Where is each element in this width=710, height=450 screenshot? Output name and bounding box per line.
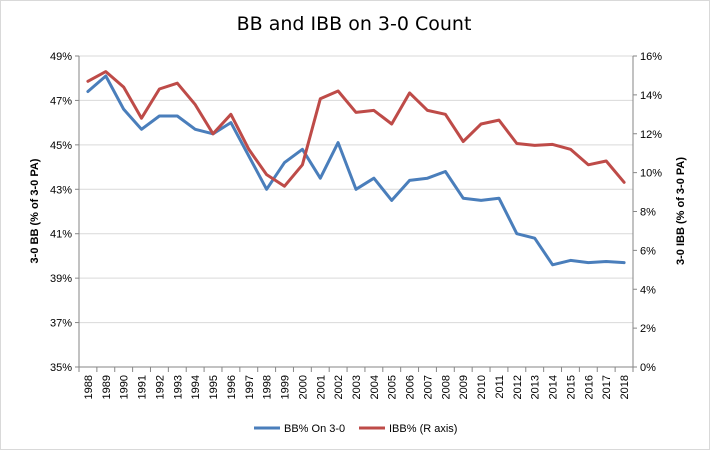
legend: BB% On 3-0 IBB% (R axis) (254, 423, 457, 435)
x-tick-label: 2001 (315, 375, 327, 399)
x-tick-label: 1991 (137, 375, 149, 399)
series-line (86, 70, 626, 188)
x-tick-label: 2005 (387, 375, 399, 399)
chart-title: BB and IBB on 3-0 Count (236, 13, 472, 35)
x-tick-label: 1995 (208, 375, 220, 399)
y-axis-right-label: 3-0 IBB (% of 3-0 PA) (675, 157, 687, 265)
x-tick-label: 2004 (369, 375, 381, 399)
x-tick-label: 1996 (226, 375, 238, 399)
y-right-tick-label: 2% (640, 323, 656, 335)
x-tick-label: 1998 (262, 375, 274, 399)
y-left-tick-label: 43% (50, 184, 72, 196)
x-tick-label: 2003 (351, 375, 363, 399)
y-right-tick-label: 6% (640, 245, 656, 257)
gridlines (79, 55, 633, 368)
x-tick-label: 1992 (154, 375, 166, 399)
x-tick-label: 2011 (494, 375, 506, 399)
y-right-tick-label: 12% (640, 129, 662, 141)
x-tick-label: 1999 (280, 375, 292, 399)
x-tick-label: 1988 (83, 375, 95, 399)
x-tick-label: 2008 (440, 375, 452, 399)
y-axis-left-label: 3-0 BB (% of 3-0 PA) (29, 158, 41, 263)
y-right-tick-label: 14% (640, 90, 662, 102)
x-tick-label: 1990 (119, 375, 131, 399)
y-right-tick-label: 4% (640, 284, 656, 296)
y-left-tick-label: 49% (50, 51, 72, 63)
y-right-tick-label: 8% (640, 207, 656, 219)
x-tick-label: 2013 (530, 375, 542, 399)
x-tick-label: 1989 (101, 375, 113, 399)
x-tick-label: 1997 (244, 375, 256, 399)
y-left-tick-label: 41% (50, 229, 72, 241)
x-tick-label: 2015 (565, 375, 577, 399)
x-tick-label: 2014 (548, 375, 560, 399)
x-tick-label: 2012 (512, 375, 524, 399)
legend-label: IBB% (R axis) (389, 423, 457, 435)
x-tick-label: 2018 (619, 375, 631, 399)
x-tick-label: 2016 (583, 375, 595, 399)
y-right-tick-label: 0% (640, 362, 656, 374)
series-line (86, 74, 626, 267)
x-tick-label: 2000 (297, 375, 309, 399)
tick-labels: 35% 37% 39% 41% 43% 45% 47% 49% 0% 2% 4% 6% 8% 10% 12%… (50, 51, 662, 399)
x-tick-label: 1994 (190, 375, 202, 399)
x-tick-label: 2009 (458, 375, 470, 399)
x-tick-label: 2017 (601, 375, 613, 399)
axes (75, 55, 637, 372)
y-left-tick-label: 39% (50, 273, 72, 285)
y-right-tick-label: 10% (640, 168, 662, 180)
series-lines (86, 70, 626, 267)
legend-label: BB% On 3-0 (284, 423, 345, 435)
y-left-tick-label: 47% (50, 95, 72, 107)
x-tick-label: 2002 (333, 375, 345, 399)
x-tick-label: 2010 (476, 375, 488, 399)
x-tick-label: 1993 (172, 375, 184, 399)
y-left-tick-label: 35% (50, 362, 72, 374)
y-left-tick-label: 45% (50, 140, 72, 152)
x-tick-label: 2006 (405, 375, 417, 399)
y-right-tick-label: 16% (640, 51, 662, 63)
x-tick-label: 2007 (422, 375, 434, 399)
y-left-tick-label: 37% (50, 318, 72, 330)
